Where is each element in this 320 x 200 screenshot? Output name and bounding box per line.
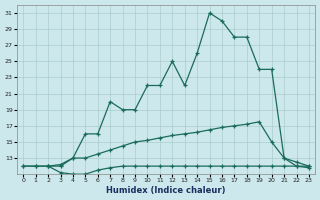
X-axis label: Humidex (Indice chaleur): Humidex (Indice chaleur)	[106, 186, 226, 195]
